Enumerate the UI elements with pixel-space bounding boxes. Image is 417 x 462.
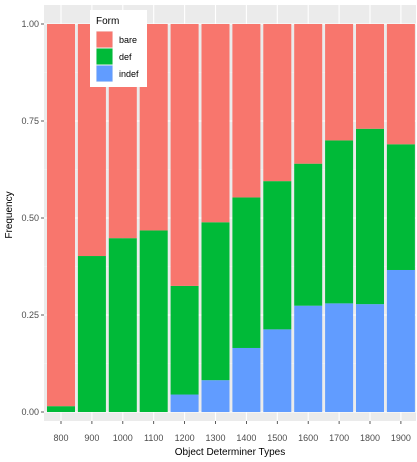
x-tick-label: 800	[53, 433, 68, 443]
bar-bare-800	[47, 24, 75, 407]
bar-def-1400	[232, 197, 261, 348]
x-tick-label: 1400	[236, 433, 256, 443]
bar-bare-1300	[201, 24, 230, 223]
bar-def-1000	[108, 238, 137, 412]
y-tick-label: 0.50	[21, 213, 39, 223]
bar-bare-1600	[294, 24, 323, 164]
x-axis-title: Object Determiner Types	[175, 447, 285, 458]
bar-indef-1200	[170, 394, 199, 412]
x-tick-label: 1700	[329, 433, 349, 443]
legend-title: Form	[96, 16, 119, 27]
legend-swatch-bare	[96, 31, 113, 48]
x-tick-label: 1100	[144, 433, 163, 443]
bar-def-900	[77, 256, 106, 412]
bar-indef-1800	[356, 304, 384, 412]
x-axis: 800 900 1000 1100 1200 1300 1400 1500 1600 1700 18…	[53, 421, 411, 443]
legend: Form bare def indef	[90, 10, 147, 87]
bar-indef-1300	[201, 380, 230, 412]
bar-indef-1400	[232, 347, 261, 412]
x-tick-label: 1600	[298, 433, 318, 443]
x-tick-label: 1900	[391, 433, 411, 443]
legend-label-indef: indef	[119, 69, 139, 79]
x-tick-label: 1300	[205, 433, 225, 443]
x-tick-label: 1200	[175, 433, 195, 443]
bar-bare-1400	[232, 24, 261, 198]
legend-swatch-indef	[96, 65, 113, 82]
legend-label-def: def	[119, 52, 132, 62]
bar-def-800	[47, 406, 75, 412]
bar-def-1500	[263, 181, 292, 330]
y-tick-label: 1.00	[21, 19, 39, 29]
y-tick-label: 0.00	[21, 407, 39, 417]
bar-indef-1600	[294, 305, 323, 412]
y-axis: 0.00 0.25 0.50 0.75 1.00	[21, 19, 44, 417]
y-tick-label: 0.75	[21, 116, 39, 126]
x-tick-label: 1500	[267, 433, 287, 443]
bar-indef-1900	[386, 269, 415, 412]
bar-bare-1200	[170, 24, 199, 286]
x-tick-label: 1000	[113, 433, 133, 443]
legend-swatch-def	[96, 48, 113, 65]
legend-label-bare: bare	[119, 35, 137, 45]
bars	[47, 24, 415, 412]
bar-indef-1500	[263, 329, 292, 412]
bar-bare-1500	[263, 24, 292, 182]
x-tick-label: 1800	[360, 433, 380, 443]
y-axis-title: Frequency	[4, 191, 15, 238]
bar-indef-1700	[325, 303, 354, 412]
y-tick-label: 0.25	[21, 310, 39, 320]
bar-def-1600	[294, 163, 323, 306]
bar-def-1100	[139, 230, 168, 412]
bar-bare-1900	[386, 24, 415, 145]
x-tick-label: 900	[84, 433, 99, 443]
bar-def-1900	[386, 144, 415, 270]
bar-def-1700	[325, 140, 354, 304]
bar-bare-1800	[356, 24, 384, 129]
bar-def-1200	[170, 285, 199, 395]
bar-def-1800	[356, 128, 384, 305]
bar-def-1300	[201, 222, 230, 381]
bar-bare-1700	[325, 24, 354, 141]
